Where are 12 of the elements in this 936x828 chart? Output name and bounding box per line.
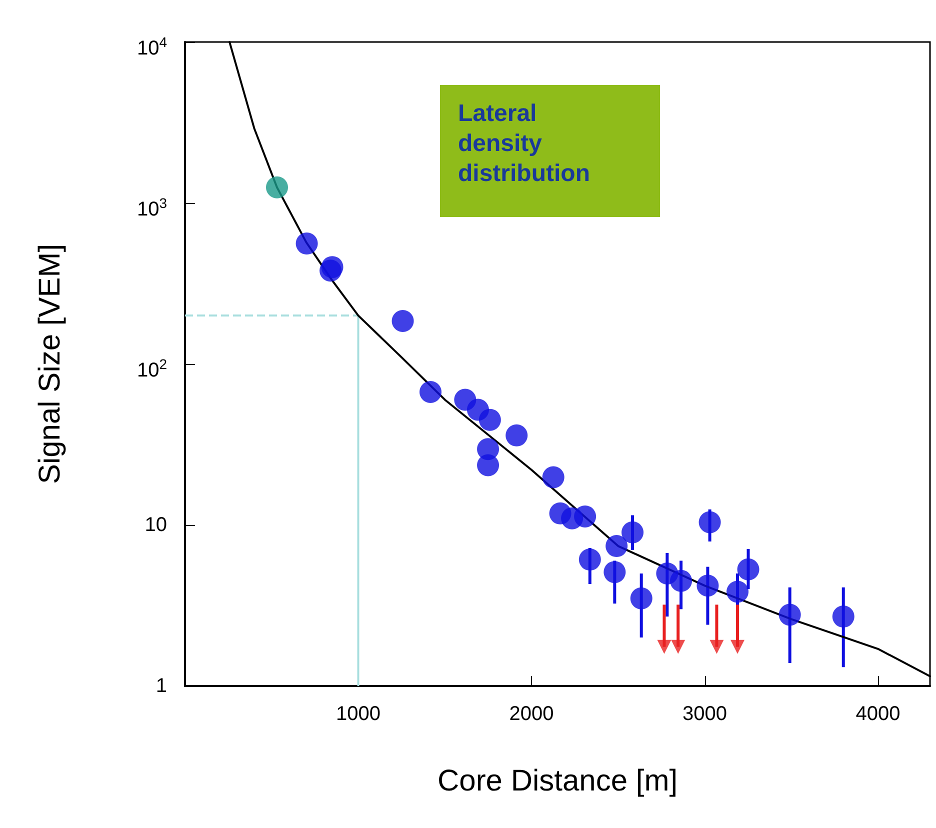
x-tick-label: 1000 bbox=[336, 703, 381, 725]
x-tick-label: 4000 bbox=[856, 703, 900, 725]
y-axis-title: Signal Size [VEM] bbox=[34, 244, 66, 484]
y-tick-label: 10$^{3}$ bbox=[136, 194, 167, 222]
y-tick-label: 10$^{2}$ bbox=[136, 355, 167, 383]
y-tick-label: 1 bbox=[154, 674, 167, 698]
y-tick-label: 10 bbox=[144, 513, 167, 537]
x-tick-label: 2000 bbox=[509, 703, 554, 725]
x-axis-title: Core Distance [m] bbox=[437, 764, 678, 798]
x-tick-label: 3000 bbox=[682, 703, 728, 725]
y-tick-label: 10$^{4}$ bbox=[136, 33, 167, 61]
note-box: Lateral density distribution bbox=[440, 85, 660, 217]
